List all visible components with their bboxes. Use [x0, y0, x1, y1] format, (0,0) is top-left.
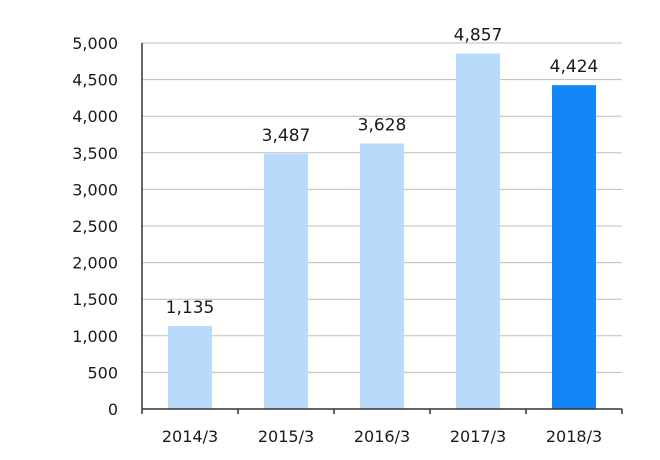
bar [264, 153, 308, 409]
data-label: 3,487 [262, 126, 311, 146]
y-tick-label: 3,000 [72, 180, 118, 199]
y-tick-label: 4,500 [72, 71, 118, 90]
data-label: 4,424 [550, 57, 599, 77]
y-tick-label: 1,500 [72, 290, 118, 309]
bar [360, 143, 404, 409]
data-label: 1,135 [166, 298, 215, 318]
x-tick-label: 2016/3 [354, 427, 410, 446]
y-tick-label: 5,000 [72, 34, 118, 53]
y-tick-label: 500 [87, 363, 118, 382]
bar-layer [168, 53, 596, 410]
y-tick-label: 2,500 [72, 217, 118, 236]
data-label: 4,857 [454, 25, 503, 45]
bar [552, 85, 596, 409]
y-tick-label: 3,500 [72, 144, 118, 163]
x-tick-label: 2017/3 [450, 427, 506, 446]
axis-layer [141, 43, 623, 414]
y-tick-label: 4,000 [72, 107, 118, 126]
y-tick-label: 2,000 [72, 254, 118, 273]
bar [456, 53, 500, 410]
y-tick-label: 0 [108, 400, 118, 419]
x-tick-label: 2015/3 [258, 427, 314, 446]
bar [168, 325, 212, 409]
x-tick-label: 2014/3 [162, 427, 218, 446]
label-layer: 0 500 1,000 1,500 2,000 2,500 3,000 3,500 4,000 4… [72, 25, 602, 446]
x-tick-label: 2018/3 [546, 427, 602, 446]
y-tick-label: 1,000 [72, 327, 118, 346]
data-label: 3,628 [358, 115, 407, 135]
